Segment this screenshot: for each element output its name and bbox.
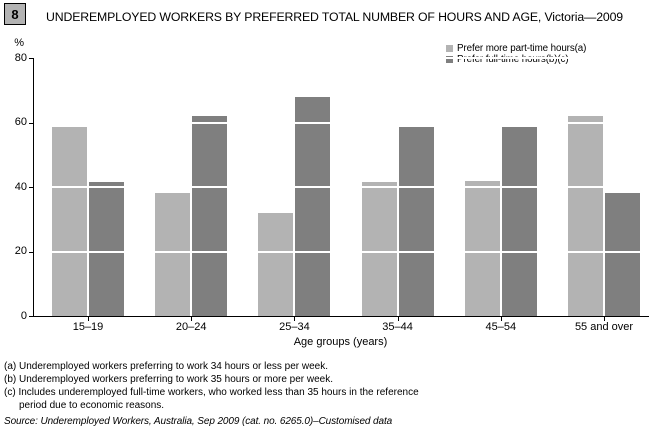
x-tick-6	[604, 317, 605, 321]
x-tick-2	[191, 317, 193, 321]
y-tick-label-60: 60	[14, 116, 27, 128]
legend-item-full-time: Prefer full-time hours(b)(c)	[446, 53, 586, 65]
bar-part-time-20–24	[155, 193, 191, 316]
x-tick-5	[500, 317, 502, 321]
y-tick-60	[29, 122, 33, 124]
y-tick-label-80: 80	[14, 51, 27, 64]
y-tick-0	[29, 316, 33, 317]
y-tick-label-20: 20	[14, 245, 27, 257]
bar-part-time-45–54	[464, 180, 500, 316]
legend-swatch-full-time	[446, 55, 453, 63]
chart-legend: Prefer more part-time hours(a) Prefer ful…	[446, 43, 586, 65]
x-tick-3	[294, 317, 296, 321]
x-tick-1	[88, 317, 89, 321]
chart-title: UNDEREMPLOYED WORKERS BY PREFERRED TOTAL…	[46, 10, 623, 24]
footnote-a: (a) Underemployed workers preferring to …	[4, 361, 329, 372]
y-axis-line	[33, 58, 34, 317]
legend-label-full-time: Prefer full-time hours(b)(c)	[457, 53, 569, 65]
bar-full-time-25–34	[295, 96, 331, 316]
x-axis-line	[33, 316, 649, 317]
gridline-40	[34, 186, 648, 188]
y-tick-40	[29, 187, 33, 188]
x-tick-label-5: 45–54	[485, 321, 517, 333]
legend-label-part-time: Prefer more part-time hours(a)	[457, 42, 587, 54]
gridline-20	[34, 250, 648, 253]
bar-full-time-45–54	[501, 127, 537, 316]
footnotes: (a) Underemployed workers preferring to …	[4, 360, 437, 412]
y-tick-20	[29, 251, 33, 253]
x-tick-label-4: 35–44	[382, 321, 413, 333]
bar-full-time-15–19	[89, 182, 124, 316]
bar-full-time-35–44	[398, 127, 434, 316]
bar-part-time-35–44	[361, 182, 397, 316]
figure-number-badge: 8	[4, 3, 26, 25]
source-note: Source: Underemployed Workers, Australia…	[4, 416, 393, 427]
x-tick-label-3: 25–34	[279, 321, 310, 333]
x-tick-4	[397, 317, 399, 321]
bar-full-time-20–24	[192, 116, 228, 316]
bar-part-time-25–34	[258, 212, 294, 316]
x-tick-label-2: 20–24	[175, 321, 207, 333]
y-tick-label-40: 40	[14, 180, 27, 193]
bar-part-time-55-and-over	[568, 116, 603, 316]
gridline-80	[34, 57, 648, 59]
footnote-b: (b) Underemployed workers preferring to …	[4, 374, 334, 385]
x-tick-label-1: 15–19	[72, 321, 104, 333]
footnote-c: (c) Includes underemployed full-time wor…	[4, 387, 419, 411]
legend-swatch-part-time	[446, 44, 453, 52]
y-tick-80	[29, 58, 33, 59]
x-axis-title: Age groups (years)	[293, 336, 388, 348]
bar-part-time-15–19	[52, 127, 87, 316]
y-axis-unit-label: %	[14, 37, 24, 49]
y-tick-label-0: 0	[20, 309, 27, 322]
bar-full-time-55-and-over	[605, 193, 640, 316]
gridline-60	[34, 121, 648, 124]
x-tick-label-6: 55 and over	[574, 321, 634, 333]
legend-item-part-time: Prefer more part-time hours(a)	[446, 42, 587, 54]
